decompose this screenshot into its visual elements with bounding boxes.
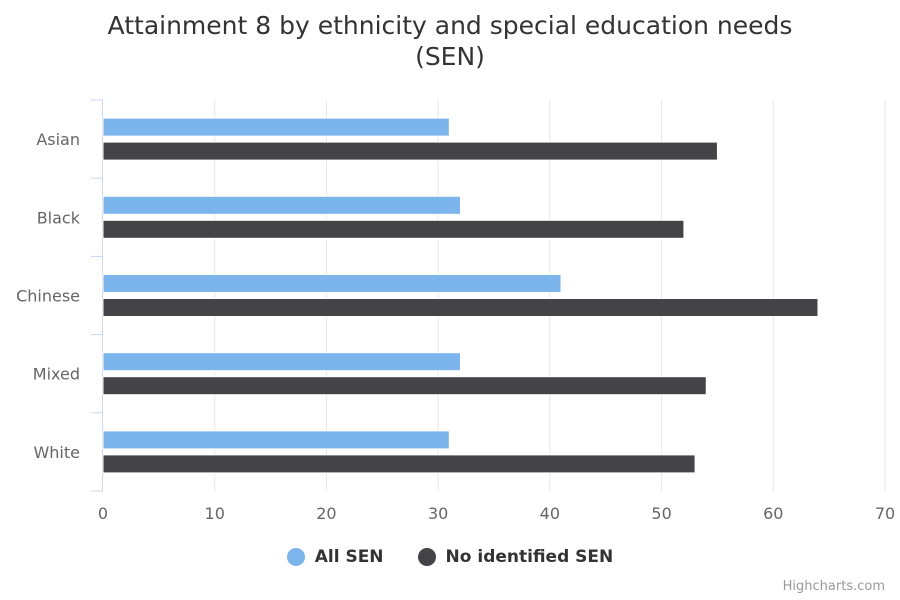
credits-link[interactable]: Highcharts.com bbox=[782, 579, 885, 594]
legend-marker-all-sen bbox=[286, 548, 305, 566]
legend-item-all-sen[interactable]: All SEN bbox=[286, 547, 384, 567]
category-label-asian: Asian bbox=[36, 130, 80, 149]
legend-label-no-identified-sen: No identified SEN bbox=[445, 547, 614, 567]
legend: All SEN No identified SEN bbox=[0, 547, 900, 567]
x-tick-label-40: 40 bbox=[540, 504, 560, 523]
x-tick-label-70: 70 bbox=[875, 504, 895, 523]
chart-title-line-2: (SEN) bbox=[415, 42, 485, 71]
bar-no-identified-sen-chinese bbox=[102, 298, 819, 317]
legend-label-all-sen: All SEN bbox=[314, 547, 384, 567]
legend-marker-no-identified-sen bbox=[417, 548, 436, 566]
chart-title: Attainment 8 by ethnicity and special ed… bbox=[0, 10, 900, 72]
bar-all-sen-mixed bbox=[102, 352, 461, 372]
bar-no-identified-sen-black bbox=[102, 219, 685, 239]
bar-all-sen-black bbox=[102, 195, 461, 215]
x-tick-label-0: 0 bbox=[98, 504, 108, 523]
x-tick-label-10: 10 bbox=[205, 504, 225, 523]
category-label-chinese: Chinese bbox=[16, 287, 80, 306]
category-label-mixed: Mixed bbox=[33, 365, 80, 384]
x-tick-label-30: 30 bbox=[428, 504, 448, 523]
bar-all-sen-chinese bbox=[102, 274, 562, 293]
x-tick-label-50: 50 bbox=[651, 504, 671, 523]
legend-item-no-identified-sen[interactable]: No identified SEN bbox=[417, 547, 614, 567]
x-tick-label-60: 60 bbox=[763, 504, 783, 523]
bar-all-sen-asian bbox=[102, 117, 450, 137]
x-tick-label-20: 20 bbox=[316, 504, 336, 523]
chart-title-line-1: Attainment 8 by ethnicity and special ed… bbox=[107, 11, 793, 40]
bar-no-identified-sen-white bbox=[102, 454, 696, 474]
category-label-white: White bbox=[33, 443, 80, 462]
bar-no-identified-sen-mixed bbox=[102, 376, 707, 396]
category-label-black: Black bbox=[37, 208, 81, 227]
bar-all-sen-white bbox=[102, 430, 450, 450]
bar-no-identified-sen-asian bbox=[102, 141, 718, 161]
